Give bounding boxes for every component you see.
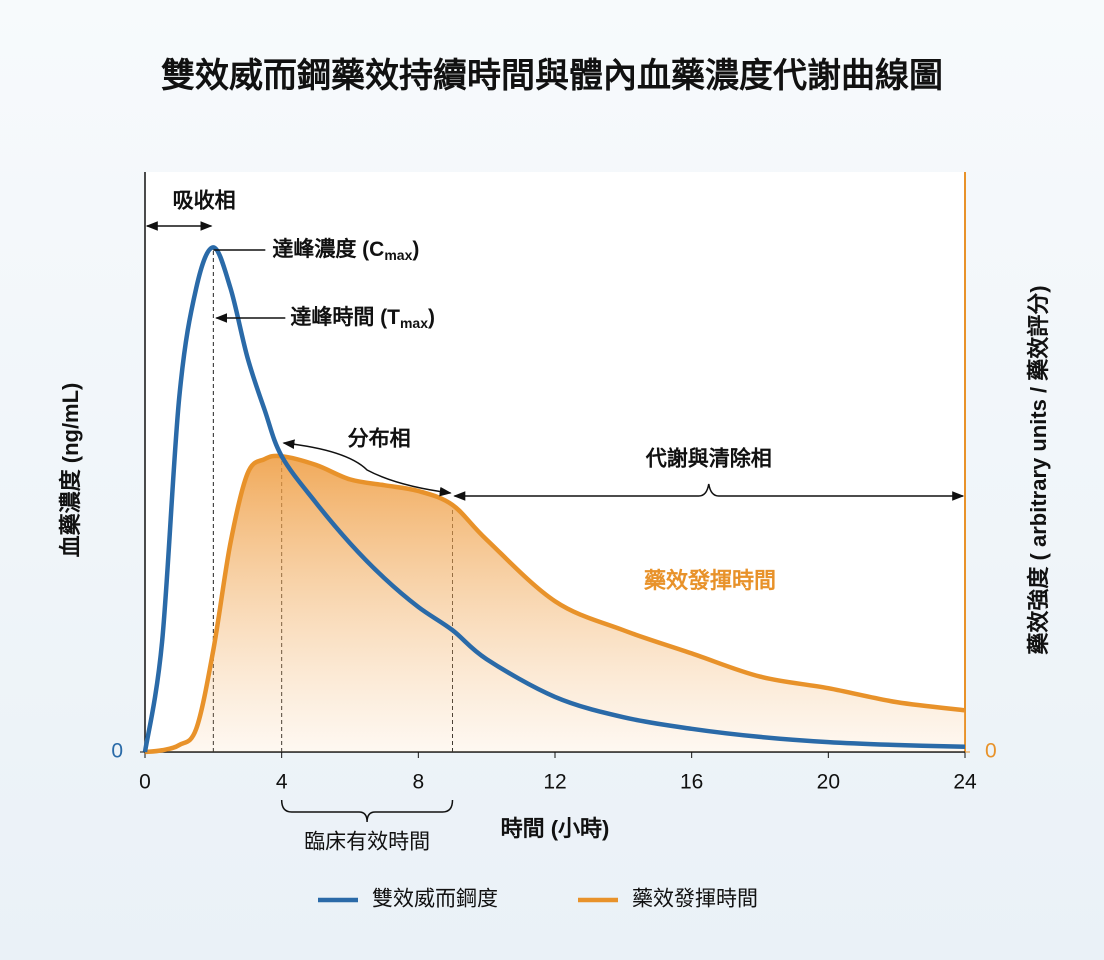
- x-tick-label: 24: [953, 771, 977, 794]
- y2-axis-title: 藥效強度 ( arbitrary units / 藥效評分): [1026, 285, 1051, 655]
- annotation-part: ): [428, 306, 435, 329]
- annotation-part: max: [400, 315, 428, 331]
- chart-title: 雙效威而鋼藥效持續時間與體內血藥濃度代謝曲線圖: [161, 57, 943, 95]
- legend-label: 藥效發揮時間: [632, 888, 758, 911]
- x-tick-label: 8: [412, 771, 424, 794]
- annotation-part: 達峰時間 (T: [290, 305, 400, 329]
- annotation-part: 達峰濃度 (C: [272, 237, 384, 261]
- x-tick-label: 4: [276, 771, 288, 794]
- annotation: 藥效發揮時間: [643, 568, 776, 593]
- y2-tick-label: 0: [985, 740, 997, 763]
- annotation-part: ): [412, 238, 419, 261]
- x-tick-label: 20: [817, 771, 840, 794]
- bracket: [280, 799, 454, 823]
- annotation-part: max: [384, 247, 412, 263]
- y-tick-label: 0: [111, 740, 123, 763]
- annotation: 分布相: [348, 427, 411, 451]
- annotation: 吸收相: [173, 189, 236, 213]
- phase-arrow: [453, 483, 965, 501]
- x-tick-label: 12: [543, 771, 566, 794]
- x-tick-label: 0: [139, 771, 151, 794]
- x-axis-title: 時間 (小時): [501, 816, 610, 841]
- y-axis-title: 血藥濃度 (ng/mL): [58, 383, 83, 558]
- annotation: 代謝與清除相: [645, 447, 772, 471]
- annotation: 達峰濃度 (Cmax): [272, 237, 419, 263]
- phase-arrow: [282, 439, 452, 497]
- annotation: 達峰時間 (Tmax): [290, 305, 435, 331]
- legend-label: 雙效威而鋼度: [372, 888, 498, 911]
- annotation: 臨床有效時間: [304, 831, 430, 854]
- x-tick-label: 16: [680, 771, 703, 794]
- series-line: [142, 245, 966, 753]
